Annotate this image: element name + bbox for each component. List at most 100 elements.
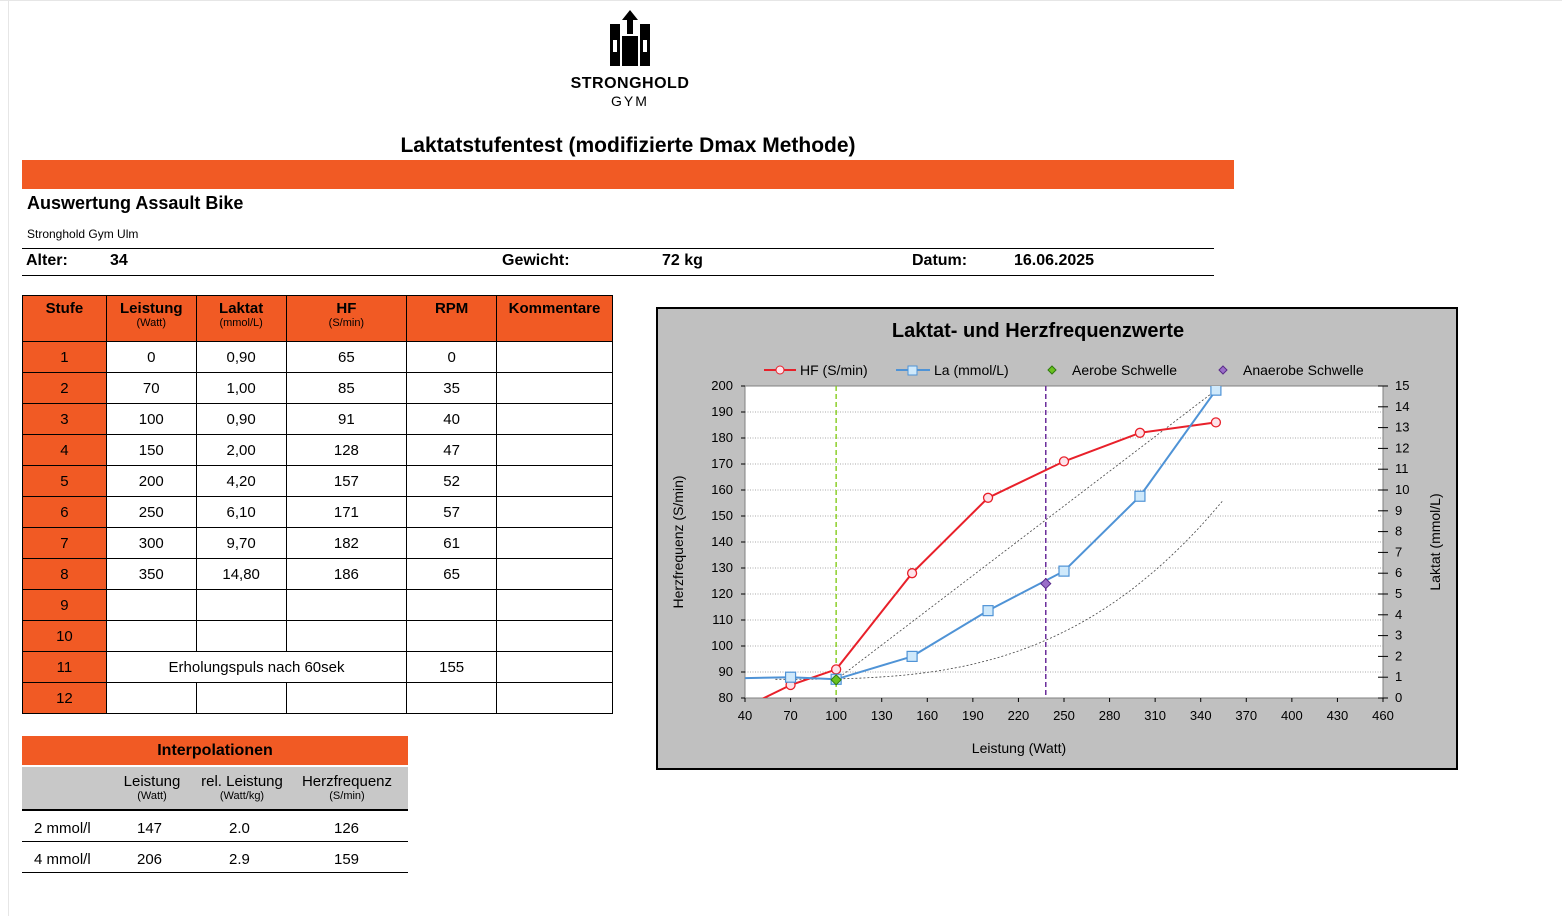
- cell-laktat[interactable]: [195, 682, 287, 714]
- y-tick-label: 140: [711, 534, 733, 549]
- cell-stufe[interactable]: 1: [22, 341, 107, 373]
- cell-kommentar[interactable]: [496, 589, 613, 621]
- table-row: 2 70 1,00 85 35: [22, 372, 613, 404]
- cell-laktat[interactable]: 6,10: [195, 496, 287, 528]
- interpolation-table: Interpolationen Leistung (Watt) rel. Leis…: [22, 736, 408, 873]
- y-axis-label: Herzfrequenz (S/min): [670, 475, 686, 608]
- datum-value: 16.06.2025: [1014, 252, 1095, 269]
- cell-kommentar[interactable]: [496, 434, 613, 466]
- cell-kommentar[interactable]: [496, 403, 613, 435]
- cell-rpm[interactable]: 52: [406, 465, 498, 497]
- cell-leistung[interactable]: 150: [105, 434, 197, 466]
- cell-hf[interactable]: 157: [285, 465, 408, 497]
- cell-hf[interactable]: [285, 589, 408, 621]
- cell-stufe[interactable]: 2: [22, 372, 107, 404]
- lactate-fit-line: [775, 499, 1224, 680]
- cell-hf[interactable]: 128: [285, 434, 408, 466]
- interp-row-name: 2 mmol/l: [34, 820, 91, 837]
- cell-kommentar[interactable]: [496, 496, 613, 528]
- cell-stufe[interactable]: 11: [22, 651, 107, 683]
- interp-row-leistung: 147: [137, 820, 163, 837]
- cell-leistung[interactable]: 350: [105, 558, 197, 590]
- interp-row: 2 mmol/l 147 2.0 126: [22, 815, 408, 842]
- cell-hf[interactable]: 186: [285, 558, 408, 590]
- y2-tick-label: 3: [1395, 628, 1402, 643]
- x-tick-label: 460: [1372, 708, 1394, 723]
- cell-rpm[interactable]: 35: [406, 372, 498, 404]
- cell-hf[interactable]: 65: [285, 341, 408, 373]
- legend-anaerobe-marker: [1218, 365, 1228, 375]
- cell-leistung[interactable]: [105, 682, 197, 714]
- y2-tick-label: 10: [1395, 482, 1409, 497]
- cell-laktat[interactable]: [195, 620, 287, 652]
- la-point: [906, 650, 918, 662]
- plot-series-group: [745, 386, 1224, 698]
- col-header-stufe: Stufe: [22, 295, 107, 342]
- hf-point: [1058, 456, 1070, 467]
- y-tick-label: 200: [711, 378, 733, 393]
- cell-leistung[interactable]: 70: [105, 372, 197, 404]
- cell-kommentar[interactable]: [496, 651, 613, 683]
- cell-stufe[interactable]: 5: [22, 465, 107, 497]
- cell-stufe[interactable]: 12: [22, 682, 107, 714]
- cell-rpm[interactable]: [406, 620, 498, 652]
- hf-point: [1210, 417, 1222, 428]
- x-tick-label: 100: [825, 708, 847, 723]
- cell-rpm[interactable]: 57: [406, 496, 498, 528]
- hf-point: [1134, 427, 1146, 438]
- cell-hf[interactable]: 85: [285, 372, 408, 404]
- cell-stufe[interactable]: 7: [22, 527, 107, 559]
- cell-rpm[interactable]: 0: [406, 341, 498, 373]
- cell-stufe[interactable]: 3: [22, 403, 107, 435]
- cell-laktat[interactable]: 0,90: [195, 341, 287, 373]
- cell-hf[interactable]: 182: [285, 527, 408, 559]
- x-tick-label: 280: [1099, 708, 1121, 723]
- cell-stufe[interactable]: 10: [22, 620, 107, 652]
- cell-leistung[interactable]: [105, 589, 197, 621]
- cell-stufe[interactable]: 8: [22, 558, 107, 590]
- cell-laktat[interactable]: 0,90: [195, 403, 287, 435]
- cell-hf[interactable]: [285, 682, 408, 714]
- cell-hf[interactable]: [285, 620, 408, 652]
- recovery-value[interactable]: 155: [406, 651, 498, 683]
- y-tick-label: 170: [711, 456, 733, 471]
- cell-kommentar[interactable]: [496, 465, 613, 497]
- cell-rpm[interactable]: [406, 682, 498, 714]
- y2-tick-label: 13: [1395, 420, 1409, 435]
- cell-kommentar[interactable]: [496, 341, 613, 373]
- cell-rpm[interactable]: 65: [406, 558, 498, 590]
- cell-hf[interactable]: 171: [285, 496, 408, 528]
- cell-laktat[interactable]: 4,20: [195, 465, 287, 497]
- cell-leistung[interactable]: 300: [105, 527, 197, 559]
- cell-leistung[interactable]: 100: [105, 403, 197, 435]
- cell-kommentar[interactable]: [496, 682, 613, 714]
- cell-stufe[interactable]: 6: [22, 496, 107, 528]
- cell-kommentar[interactable]: [496, 558, 613, 590]
- legend-aerobe-label: Aerobe Schwelle: [1072, 362, 1177, 378]
- cell-kommentar[interactable]: [496, 527, 613, 559]
- cell-laktat[interactable]: 14,80: [195, 558, 287, 590]
- x-tick-label: 190: [962, 708, 984, 723]
- y-tick-label: 180: [711, 430, 733, 445]
- legend-aerobe-marker: [1047, 365, 1057, 375]
- cell-laktat[interactable]: 1,00: [195, 372, 287, 404]
- cell-leistung[interactable]: 0: [105, 341, 197, 373]
- cell-laktat[interactable]: 9,70: [195, 527, 287, 559]
- cell-stufe[interactable]: 9: [22, 589, 107, 621]
- cell-kommentar[interactable]: [496, 620, 613, 652]
- cell-leistung[interactable]: [105, 620, 197, 652]
- interpolation-header: Leistung (Watt) rel. Leistung (Watt/kg) He…: [22, 767, 408, 811]
- cell-laktat[interactable]: 2,00: [195, 434, 287, 466]
- cell-hf[interactable]: 91: [285, 403, 408, 435]
- cell-kommentar[interactable]: [496, 372, 613, 404]
- cell-rpm[interactable]: [406, 589, 498, 621]
- cell-leistung[interactable]: 200: [105, 465, 197, 497]
- cell-rpm[interactable]: 47: [406, 434, 498, 466]
- cell-laktat[interactable]: [195, 589, 287, 621]
- anaerobe-point: [1040, 577, 1052, 590]
- la-point: [1058, 565, 1070, 577]
- cell-rpm[interactable]: 61: [406, 527, 498, 559]
- cell-leistung[interactable]: 250: [105, 496, 197, 528]
- cell-rpm[interactable]: 40: [406, 403, 498, 435]
- cell-stufe[interactable]: 4: [22, 434, 107, 466]
